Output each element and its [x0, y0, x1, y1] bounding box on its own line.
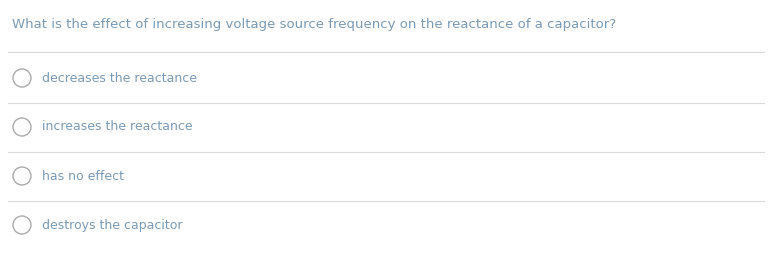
- Text: increases the reactance: increases the reactance: [42, 120, 193, 134]
- Text: decreases the reactance: decreases the reactance: [42, 71, 197, 85]
- Text: What is the effect of increasing voltage source frequency on the reactance of a : What is the effect of increasing voltage…: [12, 18, 616, 31]
- Text: has no effect: has no effect: [42, 169, 124, 183]
- Text: destroys the capacitor: destroys the capacitor: [42, 218, 182, 231]
